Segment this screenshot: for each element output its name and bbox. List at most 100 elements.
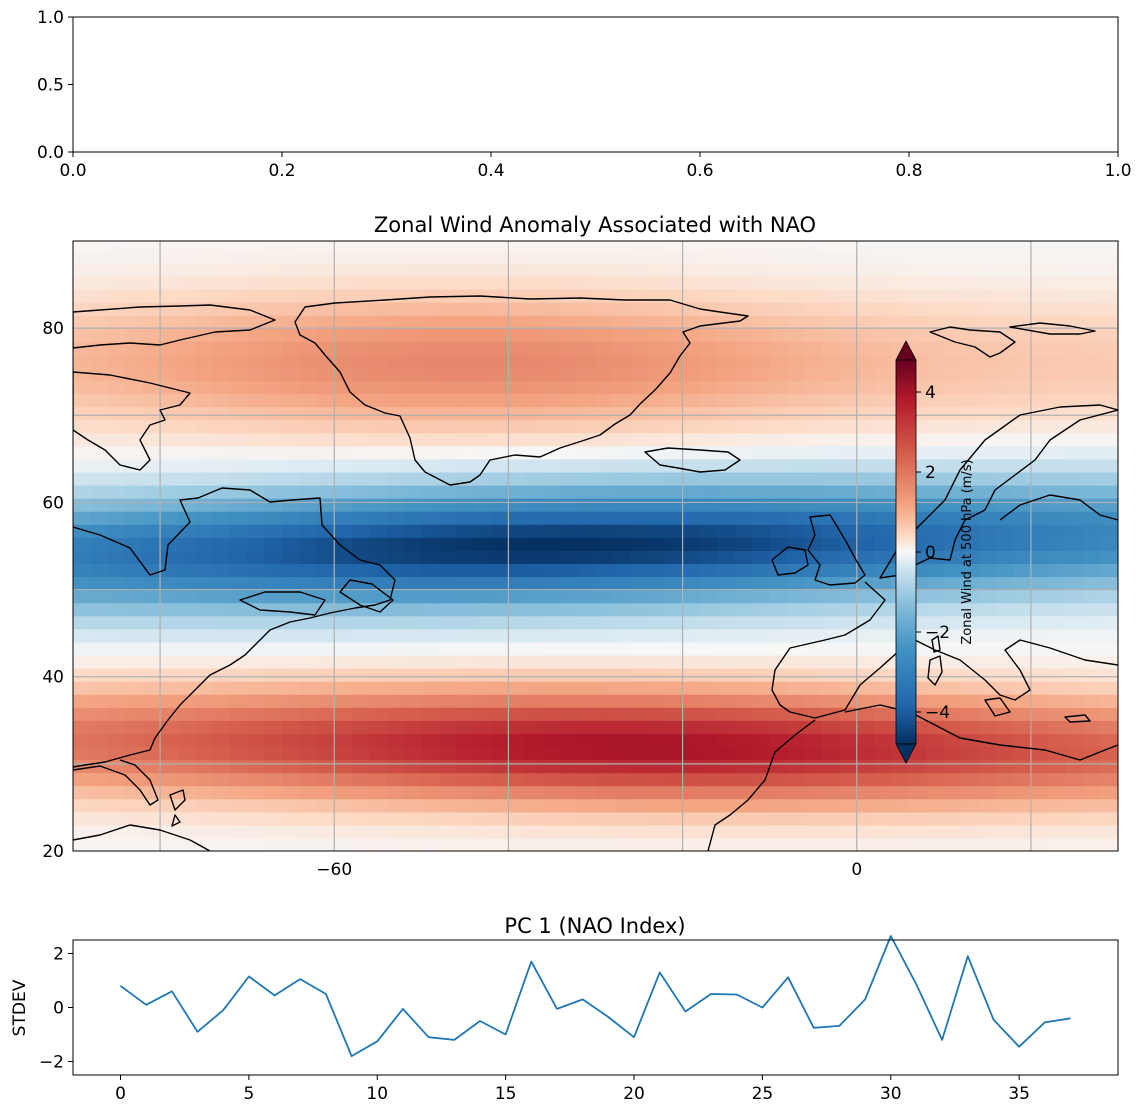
- heatmap-cell: [73, 445, 92, 460]
- heatmap-cell: [1065, 262, 1084, 277]
- heatmap-cell: [351, 694, 370, 708]
- heatmap-cell: [212, 694, 231, 708]
- heatmap-cell: [839, 668, 858, 682]
- heatmap-cell: [1100, 275, 1118, 290]
- heatmap-cell: [787, 432, 806, 447]
- heatmap-cell: [630, 563, 649, 578]
- heatmap-cell: [1065, 798, 1084, 813]
- heatmap-cell: [560, 249, 579, 264]
- heatmap-cell: [943, 419, 962, 434]
- heatmap-cell: [612, 458, 631, 473]
- heatmap-cell: [612, 641, 631, 656]
- heatmap-cell: [891, 288, 910, 303]
- heatmap-cell: [316, 811, 335, 826]
- heatmap-cell: [177, 681, 196, 695]
- heatmap-cell: [247, 837, 266, 851]
- heatmap-cell: [1083, 367, 1102, 382]
- heatmap-cell: [874, 406, 893, 421]
- heatmap-cell: [1013, 471, 1032, 486]
- heatmap-cell: [682, 249, 701, 264]
- heatmap-cell: [752, 707, 771, 721]
- heatmap-cell: [1030, 759, 1049, 774]
- heatmap-cell: [909, 824, 928, 839]
- heatmap-cell: [264, 837, 283, 851]
- heatmap-cell: [1100, 563, 1118, 578]
- heatmap-cell: [508, 563, 527, 578]
- heatmap-cell: [734, 445, 753, 460]
- heatmap-cell: [543, 328, 562, 342]
- heatmap-cell: [996, 498, 1015, 512]
- heatmap-cell: [107, 249, 126, 264]
- heatmap-cell: [316, 393, 335, 408]
- heatmap-cell: [978, 837, 997, 851]
- heatmap-cell: [1065, 367, 1084, 382]
- heatmap-cell: [926, 380, 945, 395]
- heatmap-cell: [299, 511, 318, 525]
- heatmap-cell: [700, 720, 719, 734]
- heatmap-cell: [961, 746, 980, 761]
- heatmap-cell: [316, 537, 335, 551]
- heatmap-cell: [682, 445, 701, 460]
- heatmap-cell: [1013, 615, 1032, 630]
- heatmap-cell: [160, 798, 179, 813]
- heatmap-cell: [856, 471, 875, 486]
- heatmap-cell: [491, 772, 510, 787]
- heatmap-cell: [769, 641, 788, 656]
- heatmap-cell: [787, 602, 806, 617]
- heatmap-cell: [560, 328, 579, 342]
- heatmap-cell: [1065, 406, 1084, 421]
- heatmap-cell: [386, 275, 405, 290]
- heatmap-cell: [142, 341, 161, 355]
- heatmap-cell: [525, 498, 544, 512]
- heatmap-cell: [821, 485, 840, 499]
- heatmap-cell: [369, 837, 388, 851]
- heatmap-cell: [508, 681, 527, 695]
- heatmap-cell: [943, 354, 962, 368]
- heatmap-cell: [125, 367, 144, 382]
- heatmap-cell: [978, 315, 997, 329]
- heatmap-cell: [734, 720, 753, 734]
- heatmap-cell: [247, 524, 266, 538]
- heatmap-cell: [247, 759, 266, 774]
- heatmap-cell: [299, 419, 318, 434]
- heatmap-cell: [1048, 720, 1067, 734]
- heatmap-cell: [787, 302, 806, 316]
- heatmap-cell: [508, 746, 527, 761]
- heatmap-cell: [717, 445, 736, 460]
- heatmap-cell: [665, 694, 684, 708]
- heatmap-cell: [264, 798, 283, 813]
- heatmap-cell: [160, 498, 179, 512]
- heatmap-cell: [804, 498, 823, 512]
- heatmap-cell: [90, 432, 109, 447]
- heatmap-cell: [229, 262, 248, 277]
- heatmap-cell: [403, 288, 422, 303]
- heatmap-cell: [125, 458, 144, 473]
- heatmap-cell: [369, 681, 388, 695]
- heatmap-cell: [473, 380, 492, 395]
- heatmap-cell: [769, 498, 788, 512]
- heatmap-cell: [560, 654, 579, 669]
- heatmap-cell: [543, 249, 562, 264]
- heatmap-cell: [630, 249, 649, 264]
- heatmap-cell: [560, 354, 579, 368]
- heatmap-cell: [491, 485, 510, 499]
- heatmap-cell: [351, 485, 370, 499]
- heatmap-cell: [665, 837, 684, 851]
- heatmap-cell: [839, 367, 858, 382]
- coastline-crete: [1064, 714, 1091, 723]
- heatmap-cell: [125, 511, 144, 525]
- heatmap-cell: [821, 641, 840, 656]
- heatmap-cell: [804, 641, 823, 656]
- heatmap-cell: [125, 563, 144, 578]
- heatmap-cell: [421, 550, 440, 565]
- heatmap-cell: [804, 576, 823, 591]
- heatmap-cell: [107, 262, 126, 277]
- heatmap-cell: [456, 550, 475, 565]
- heatmap-cell: [386, 380, 405, 395]
- heatmap-cell: [194, 576, 213, 591]
- heatmap-cell: [351, 654, 370, 669]
- heatmap-cell: [491, 367, 510, 382]
- heatmap-cell: [647, 837, 666, 851]
- heatmap-cell: [682, 576, 701, 591]
- heatmap-cell: [682, 772, 701, 787]
